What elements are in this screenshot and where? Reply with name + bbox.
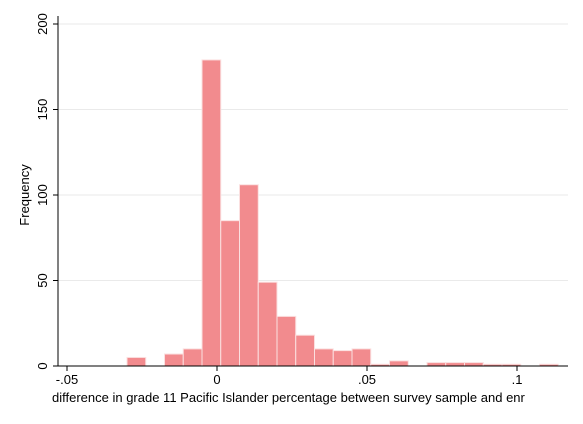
histogram-bar-0 (126, 356, 147, 367)
histogram-bar-3 (201, 59, 222, 367)
y-tick-label: 50 (35, 273, 50, 287)
y-tick-label: 0 (35, 362, 50, 369)
histogram-bar-15 (445, 362, 465, 367)
tick-marks: 0 50 100 150 200 -.05 0 .05 .1 (35, 13, 522, 387)
histogram-bar-6 (257, 281, 278, 367)
histogram-bar-16 (464, 362, 484, 367)
y-axis-title: Frequency (17, 164, 32, 226)
histogram-bars (126, 59, 559, 367)
histogram-bar-14 (426, 362, 447, 367)
x-axis-title: difference in grade 11 Pacific Islander … (52, 390, 526, 405)
histogram-bar-10 (332, 350, 353, 367)
y-tick-label: 100 (35, 184, 50, 206)
histogram-bar-7 (276, 315, 297, 367)
x-tick-label: .05 (358, 372, 376, 387)
histogram-bar-1 (164, 353, 184, 367)
histogram-bar-9 (314, 348, 334, 367)
y-tick-label: 150 (35, 99, 50, 121)
histogram-bar-2 (182, 348, 203, 367)
axes (57, 16, 568, 367)
x-tick-label: -.05 (56, 372, 78, 387)
histogram-bar-4 (220, 220, 240, 367)
x-tick-label: .1 (512, 372, 523, 387)
histogram-bar-11 (351, 348, 372, 367)
histogram-bar-13 (389, 360, 409, 367)
histogram-bar-5 (239, 184, 259, 367)
histogram-bar-8 (295, 334, 315, 367)
gridlines (58, 23, 568, 281)
y-tick-label: 200 (35, 13, 50, 35)
x-tick-label: 0 (213, 372, 220, 387)
